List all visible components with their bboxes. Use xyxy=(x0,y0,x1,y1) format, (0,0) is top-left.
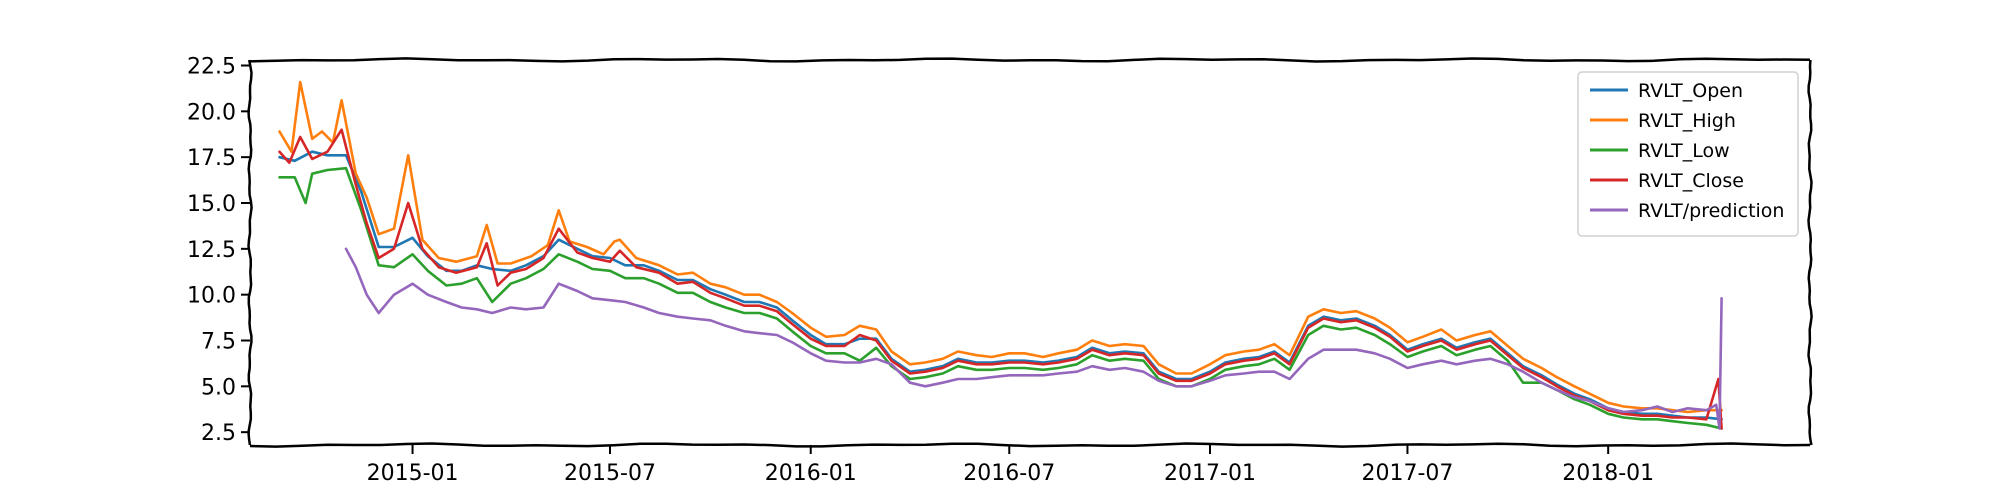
x-axis: 2015-01 2015-07 2016-01 2016-07 2017-01 2017-… xyxy=(367,445,1654,486)
series-line-rvlt-low xyxy=(278,166,1723,430)
plot-border-top xyxy=(249,57,1811,63)
x-tick-label: 2015-01 xyxy=(367,461,459,486)
y-tick-label: 20.0 xyxy=(187,100,236,125)
legend: RVLT_Open RVLT_High RVLT_Low RVLT_Close RVLT… xyxy=(1577,71,1799,237)
series-line-rvlt-high xyxy=(278,80,1723,414)
legend-label: RVLT_Close xyxy=(1638,170,1744,192)
x-tick-label: 2016-01 xyxy=(765,461,857,486)
x-tick-label: 2017-07 xyxy=(1361,461,1453,486)
legend-label: RVLT_Open xyxy=(1638,80,1743,102)
y-tick-label: 10.0 xyxy=(187,284,236,309)
series-line-rvlt-close xyxy=(278,128,1723,430)
plot-border-right xyxy=(1807,59,1813,446)
x-tick-label: 2015-07 xyxy=(564,461,656,486)
x-tick-label: 2017-01 xyxy=(1164,461,1256,486)
y-tick-label: 2.5 xyxy=(201,421,236,446)
y-axis: 2.5 5.0 7.5 10.0 12.5 15.0 17.5 20.0 22.5 xyxy=(187,55,250,446)
series-line-rvlt-open xyxy=(278,150,1723,421)
legend-label: RVLT_High xyxy=(1638,110,1736,132)
series-line-rvlt-prediction xyxy=(344,247,1723,430)
series-lines xyxy=(278,80,1723,430)
plot-border-bottom xyxy=(249,442,1811,448)
legend-label: RVLT_Low xyxy=(1638,140,1730,162)
plot-border-left xyxy=(247,59,253,446)
legend-box xyxy=(1577,71,1799,237)
legend-label: RVLT/prediction xyxy=(1638,200,1784,222)
plot-frame xyxy=(247,57,1813,448)
x-tick-label: 2018-01 xyxy=(1562,461,1654,486)
y-tick-label: 22.5 xyxy=(187,55,236,80)
x-tick-label: 2016-07 xyxy=(963,461,1055,486)
y-tick-label: 12.5 xyxy=(187,238,236,263)
y-tick-label: 5.0 xyxy=(201,375,236,400)
y-tick-label: 15.0 xyxy=(187,192,236,217)
y-tick-label: 7.5 xyxy=(201,330,236,355)
y-tick-label: 17.5 xyxy=(187,146,236,171)
